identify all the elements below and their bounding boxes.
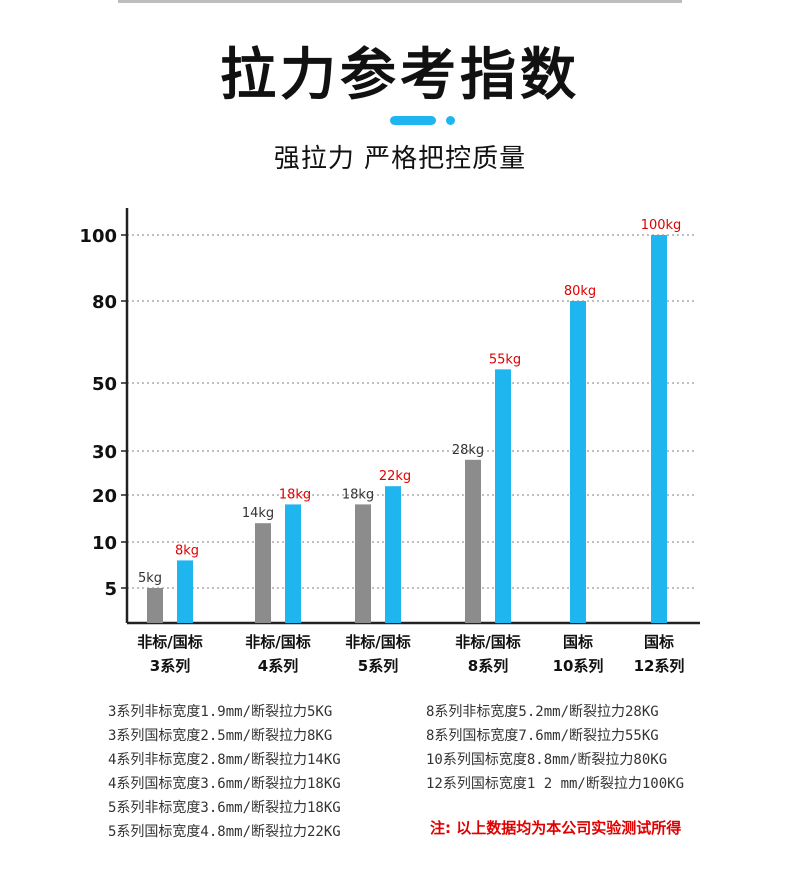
y-tick-label: 80 bbox=[92, 292, 117, 313]
x-category-label-line1: 非标/国标 bbox=[137, 633, 202, 651]
bar-value-label: 80kg bbox=[564, 284, 596, 299]
bar-value-label: 14kg bbox=[242, 506, 274, 521]
x-category-label-line1: 国标 bbox=[563, 633, 593, 651]
bar-value-label: 5kg bbox=[138, 571, 162, 586]
bar-国标-12系列 bbox=[651, 235, 667, 623]
bar-value-label: 8kg bbox=[175, 543, 199, 558]
axis-layer: 5 10 20 30 50 80 100 bbox=[79, 208, 700, 625]
spec-note-line: 3系列国标宽度2.5mm/断裂拉力8KG bbox=[108, 728, 333, 744]
y-tick-label: 100 bbox=[79, 226, 117, 247]
x-category-label-line2: 8系列 bbox=[468, 657, 508, 675]
bar-layer bbox=[147, 235, 667, 623]
x-category-label-line1: 国标 bbox=[644, 633, 674, 651]
x-category-label-line2: 3系列 bbox=[150, 657, 190, 675]
x-category-label-line2: 12系列 bbox=[634, 657, 685, 675]
y-tick-label: 20 bbox=[92, 486, 117, 507]
bar-value-label: 22kg bbox=[379, 469, 411, 484]
spec-note-line: 4系列非标宽度2.8mm/断裂拉力14KG bbox=[108, 752, 341, 768]
grid-layer bbox=[127, 234, 695, 589]
x-category-label-line2: 5系列 bbox=[358, 657, 398, 675]
spec-note-line: 12系列国标宽度1 2 mm/断裂拉力100KG bbox=[426, 776, 685, 792]
bar-value-label: 18kg bbox=[279, 487, 311, 502]
bar-国标-10系列 bbox=[570, 301, 586, 623]
title-underline-dot bbox=[446, 116, 455, 125]
y-tick-label: 30 bbox=[92, 442, 117, 463]
y-tick-label: 10 bbox=[92, 533, 117, 554]
y-tick-label: 50 bbox=[92, 374, 117, 395]
bar-非标-5系列 bbox=[355, 504, 371, 623]
y-tick-label: 5 bbox=[104, 579, 117, 600]
x-category-label-line2: 10系列 bbox=[553, 657, 604, 675]
bar-value-label: 55kg bbox=[489, 352, 521, 367]
bar-非标-4系列 bbox=[255, 523, 271, 623]
page-subtitle: 强拉力 严格把控质量 bbox=[273, 144, 527, 174]
top-rule bbox=[118, 0, 682, 3]
bar-国标-3系列 bbox=[177, 560, 193, 623]
bar-国标-4系列 bbox=[285, 504, 301, 623]
x-category-label-line2: 4系列 bbox=[258, 657, 298, 675]
bar-value-label: 100kg bbox=[641, 218, 682, 233]
bar-国标-8系列 bbox=[495, 369, 511, 623]
x-category-label-line1: 非标/国标 bbox=[345, 633, 410, 651]
page-title: 拉力参考指数 bbox=[220, 43, 580, 108]
tension-bar-chart: 5 10 20 30 50 80 100 5kg 8kg 非标/国标 3系列 14kg 18kg 非标/… bbox=[79, 208, 700, 675]
spec-note-line: 5系列国标宽度4.8mm/断裂拉力22KG bbox=[108, 824, 341, 840]
x-category-label-line1: 非标/国标 bbox=[455, 633, 520, 651]
label-layer: 5kg 8kg 非标/国标 3系列 14kg 18kg 非标/国标 4系列 18kg 22kg 非标… bbox=[137, 218, 684, 675]
spec-note-line: 3系列非标宽度1.9mm/断裂拉力5KG bbox=[108, 704, 333, 720]
title-underline-bar bbox=[390, 116, 436, 125]
spec-note-line: 8系列国标宽度7.6mm/断裂拉力55KG bbox=[426, 728, 659, 744]
footnote: 注: 以上数据均为本公司实验测试所得 bbox=[430, 819, 682, 837]
spec-note-line: 8系列非标宽度5.2mm/断裂拉力28KG bbox=[426, 704, 659, 720]
x-category-label-line1: 非标/国标 bbox=[245, 633, 310, 651]
spec-note-line: 10系列国标宽度8.8mm/断裂拉力80KG bbox=[426, 752, 668, 768]
bar-value-label: 18kg bbox=[342, 487, 374, 502]
spec-notes-left: 3系列非标宽度1.9mm/断裂拉力5KG 3系列国标宽度2.5mm/断裂拉力8KG… bbox=[108, 700, 341, 844]
bar-非标-8系列 bbox=[465, 459, 481, 623]
spec-note-line: 5系列非标宽度3.6mm/断裂拉力18KG bbox=[108, 800, 341, 816]
bar-国标-5系列 bbox=[385, 486, 401, 623]
bar-非标-3系列 bbox=[147, 588, 163, 623]
spec-notes-right: 8系列非标宽度5.2mm/断裂拉力28KG 8系列国标宽度7.6mm/断裂拉力55… bbox=[426, 700, 684, 796]
spec-note-line: 4系列国标宽度3.6mm/断裂拉力18KG bbox=[108, 776, 341, 792]
bar-value-label: 28kg bbox=[452, 443, 484, 458]
